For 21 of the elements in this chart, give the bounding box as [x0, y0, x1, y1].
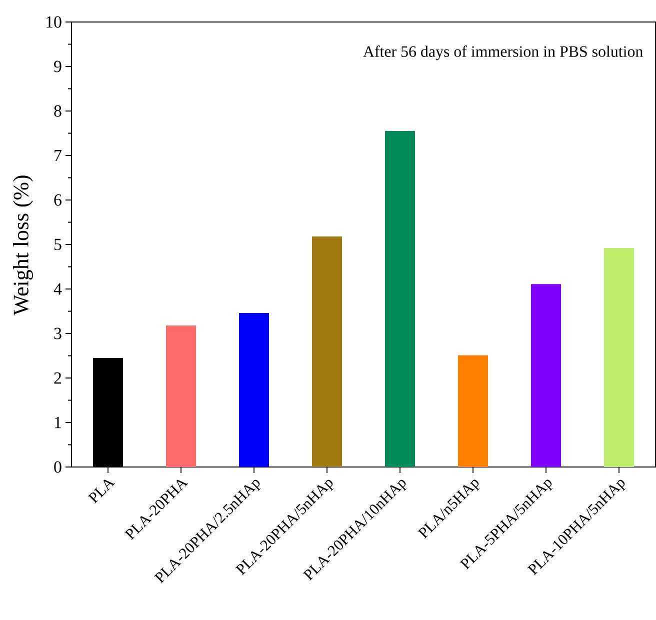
- bar: [239, 313, 269, 467]
- y-tick-label: 0: [54, 461, 62, 473]
- bar: [312, 236, 342, 467]
- y-tick-label: 3: [54, 328, 62, 340]
- y-tick-label: 9: [54, 60, 62, 72]
- bar: [385, 131, 415, 467]
- y-tick-label: 5: [54, 238, 62, 250]
- x-tick-label: PLA: [88, 480, 116, 504]
- bar: [166, 325, 196, 467]
- y-tick-label: 4: [54, 283, 62, 295]
- y-tick-label: 1: [54, 416, 61, 428]
- y-tick-label: 6: [54, 194, 62, 206]
- y-tick-label: 10: [46, 16, 62, 28]
- y-tick-label: 7: [54, 150, 62, 162]
- bar: [458, 355, 488, 467]
- bar: [531, 284, 561, 467]
- annotation: After 56 days of immersion in PBS solution: [363, 46, 643, 60]
- bar: [604, 248, 634, 467]
- y-tick-label: 8: [54, 105, 62, 117]
- y-axis-title: Weight loss (%): [13, 176, 33, 316]
- y-tick-label: 2: [54, 372, 62, 384]
